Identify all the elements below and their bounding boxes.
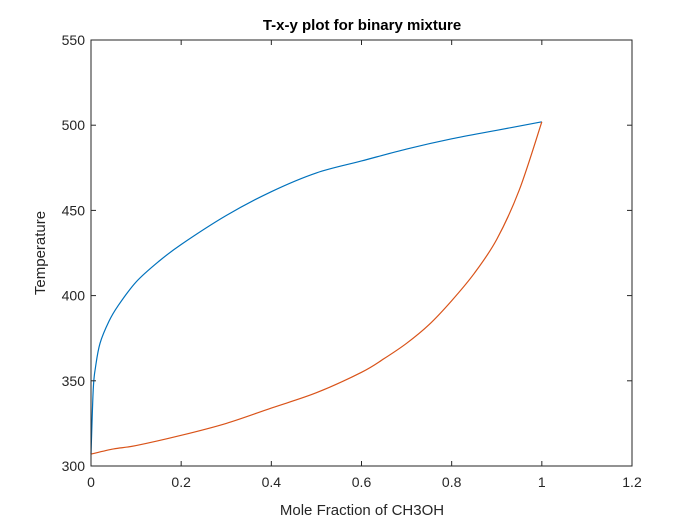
y-axis-label: Temperature [32,211,49,295]
x-tick-label: 0.6 [352,474,372,490]
x-tick-label: 0.2 [171,474,191,490]
series-line-1 [90,121,542,455]
x-tick-label: 0.4 [262,474,282,490]
x-tick-label: 1.2 [622,474,642,490]
y-tick-label: 400 [62,288,86,304]
y-tick-label: 300 [62,458,86,474]
y-tick-label: 550 [62,32,86,48]
series-layer [90,121,543,455]
x-tick-label: 1 [538,474,546,490]
y-tick-label: 450 [62,202,86,218]
x-axis-label: Mole Fraction of CH3OH [280,502,444,519]
x-tick-label: 0.8 [442,474,462,490]
y-tick-label: 350 [62,373,86,389]
series-line-2 [90,121,543,455]
x-tick-label: 0 [87,474,95,490]
axes-layer: 0 0.2 0.4 0.6 0.8 1 1.2 300 350 400 450 500 550 [62,32,642,490]
plot-area [91,40,632,466]
chart-title: T-x-y plot for binary mixture [263,17,461,34]
y-tick-label: 500 [62,117,86,133]
